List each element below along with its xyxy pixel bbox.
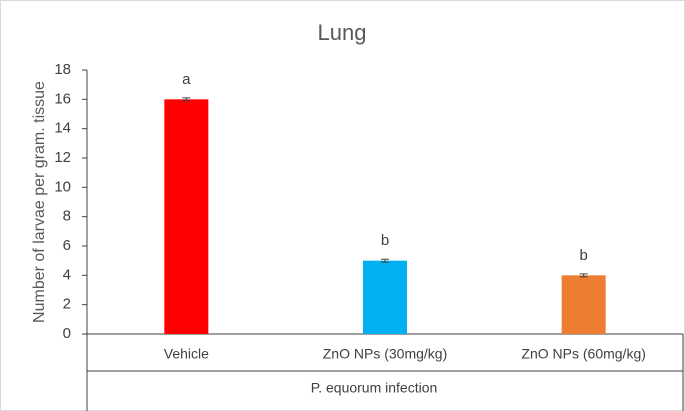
annotation: a — [182, 71, 191, 88]
y-tick-label: 0 — [63, 325, 71, 342]
y-tick-label: 16 — [54, 90, 71, 107]
annotation: b — [381, 232, 389, 249]
y-tick-label: 10 — [54, 178, 71, 195]
group-label: P. equorum infection — [311, 380, 438, 396]
y-tick-label: 8 — [63, 208, 71, 225]
annotation: b — [579, 247, 587, 264]
chart-title: Lung — [318, 20, 367, 45]
y-tick-label: 2 — [63, 296, 71, 313]
y-tick-label: 4 — [63, 266, 71, 283]
y-tick-label: 6 — [63, 237, 71, 254]
y-tick-label: 14 — [54, 120, 71, 137]
bar — [363, 260, 407, 334]
bar — [164, 99, 209, 334]
x-tick-label: ZnO NPs (60mg/kg) — [521, 346, 645, 362]
x-tick-label: Vehicle — [164, 346, 209, 362]
bar — [561, 275, 606, 334]
y-tick-label: 18 — [54, 61, 71, 78]
y-axis-title: Number of larvae per gram. tissue — [31, 81, 48, 323]
x-tick-label: ZnO NPs (30mg/kg) — [323, 346, 447, 362]
y-tick-label: 12 — [54, 149, 71, 166]
